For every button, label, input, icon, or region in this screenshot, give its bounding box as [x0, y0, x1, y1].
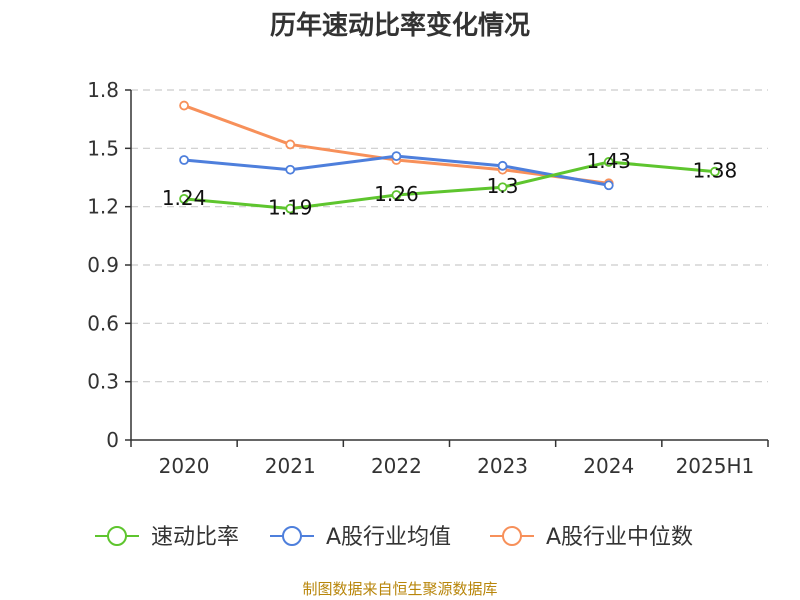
x-tick-label: 2024 [583, 454, 634, 478]
series-1 [179, 151, 614, 191]
data-point[interactable] [497, 160, 508, 171]
data-label: 1.26 [374, 182, 419, 206]
y-tick-label: 1.2 [87, 195, 119, 219]
y-tick-label: 1.8 [87, 78, 119, 102]
data-point[interactable] [391, 151, 402, 162]
legend-marker [107, 526, 127, 546]
series-line [183, 104, 609, 185]
legend-item[interactable]: 速动比率 [95, 525, 239, 550]
data-label: 1.24 [162, 186, 207, 210]
legend-label: A股行业均值 [326, 525, 451, 550]
data-point[interactable] [391, 190, 402, 200]
legend-marker [282, 526, 302, 546]
data-point[interactable] [285, 164, 296, 175]
y-tick-label: 0.9 [87, 253, 119, 277]
data-point[interactable] [285, 203, 296, 214]
legend[interactable]: 速动比率 A股行业均值 A股行业中位数 [95, 525, 693, 550]
y-tick-label: 0.3 [87, 370, 119, 394]
data-point[interactable] [497, 182, 508, 193]
data-label: 1.19 [268, 196, 313, 220]
grid-layer [131, 89, 768, 383]
data-label: 1.38 [693, 159, 738, 183]
series-0 [179, 157, 720, 214]
series-layer [179, 100, 720, 214]
axis-layer: 0 0.3 0.6 0.9 1.2 1.5 1.8 2020 2021 2022 2023 2024 2… [87, 78, 769, 478]
legend-label: A股行业中位数 [546, 525, 693, 550]
data-point[interactable] [179, 193, 189, 204]
legend-item[interactable]: A股行业均值 [270, 525, 451, 550]
series-line [183, 160, 716, 211]
legend-label: 速动比率 [151, 525, 239, 550]
x-tick-label: 2023 [477, 454, 528, 478]
y-tick-label: 0.6 [87, 311, 119, 335]
chart-title: 历年速动比率变化情况 [270, 10, 530, 41]
data-label-layer: 1.24 1.19 1.26 1.3 1.43 1.38 [162, 149, 737, 220]
data-point[interactable] [285, 139, 296, 150]
data-point[interactable] [179, 155, 189, 165]
x-tick-label: 2021 [265, 454, 316, 478]
data-label: 1.3 [487, 174, 519, 198]
y-tick-label: 1.5 [87, 136, 119, 160]
data-point[interactable] [603, 157, 614, 167]
y-tick-label: 0 [106, 428, 119, 452]
source-note: 制图数据来自恒生聚源数据库 [302, 580, 497, 598]
legend-marker [502, 526, 522, 546]
data-label: 1.43 [586, 149, 631, 173]
data-point[interactable] [603, 180, 614, 191]
legend-item[interactable]: A股行业中位数 [490, 525, 693, 550]
x-tick-label: 2020 [159, 454, 210, 478]
x-tick-label: 2022 [371, 454, 422, 478]
x-tick-label: 2025H1 [676, 454, 755, 478]
data-point[interactable] [710, 166, 720, 177]
data-point[interactable] [179, 100, 189, 111]
